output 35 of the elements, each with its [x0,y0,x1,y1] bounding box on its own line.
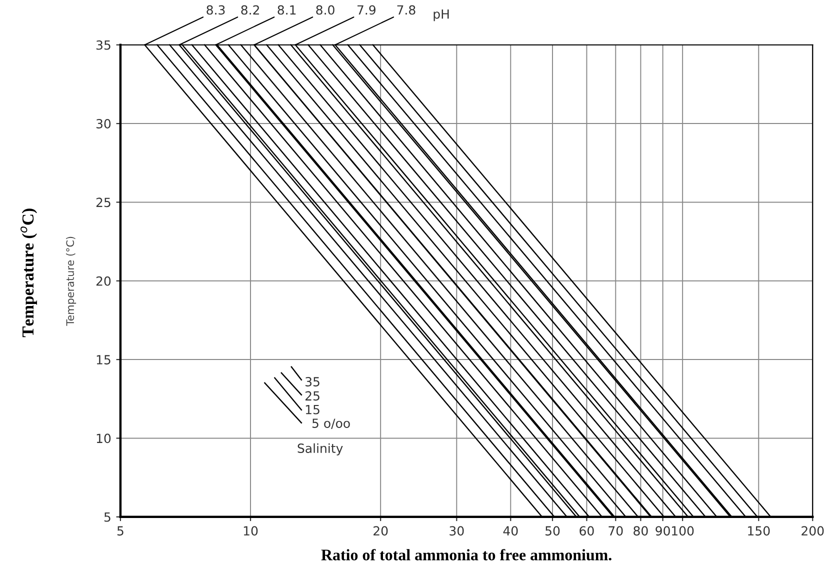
annotation: 8.0 [316,5,334,15]
x-tick-label: 70 [608,526,623,536]
annotation: 5 o/oo [312,418,350,429]
annotation: 8.3 [206,5,225,15]
annotation: 25 [305,391,320,401]
x-tick-label: 100 [672,526,694,536]
y-tick-label: 35 [96,40,110,50]
x-tick-label: 60 [580,526,594,536]
x-tick-label: 150 [748,526,770,536]
annotation: 8.1 [278,5,296,15]
x-tick-label: 50 [546,526,560,536]
x-axis-title: Ratio of total ammonia to free ammonium. [321,548,612,560]
y-tick-label: 10 [96,434,111,444]
annotation: 7.9 [357,5,376,15]
annotation: 35 [306,377,320,386]
annotation: Salinity [298,443,343,456]
x-tick-label: 5 [117,526,124,536]
x-tick-label: 30 [450,526,464,536]
x-tick-label: 10 [244,526,258,536]
text: Temperature ($^{o}$C) [20,208,38,338]
annotation: 7.8 [397,5,416,15]
text: pH [434,9,449,22]
y-tick-label: 30 [96,119,111,128]
y-tick-label: 20 [96,276,111,286]
y-tick-label: 5 [104,512,110,522]
y-tick-label: 15 [96,355,110,364]
annotation: 15 [306,405,320,414]
x-tick-label: 200 [802,526,824,536]
x-tick-label: 40 [503,526,518,536]
x-tick-label: 90 [656,526,670,536]
y-tick-label: 25 [96,198,110,208]
y-axis-title: Temperature (°C) [66,236,76,326]
x-tick-label: 20 [374,526,388,536]
annotation: 8.2 [241,5,259,15]
x-tick-label: 80 [634,526,648,536]
